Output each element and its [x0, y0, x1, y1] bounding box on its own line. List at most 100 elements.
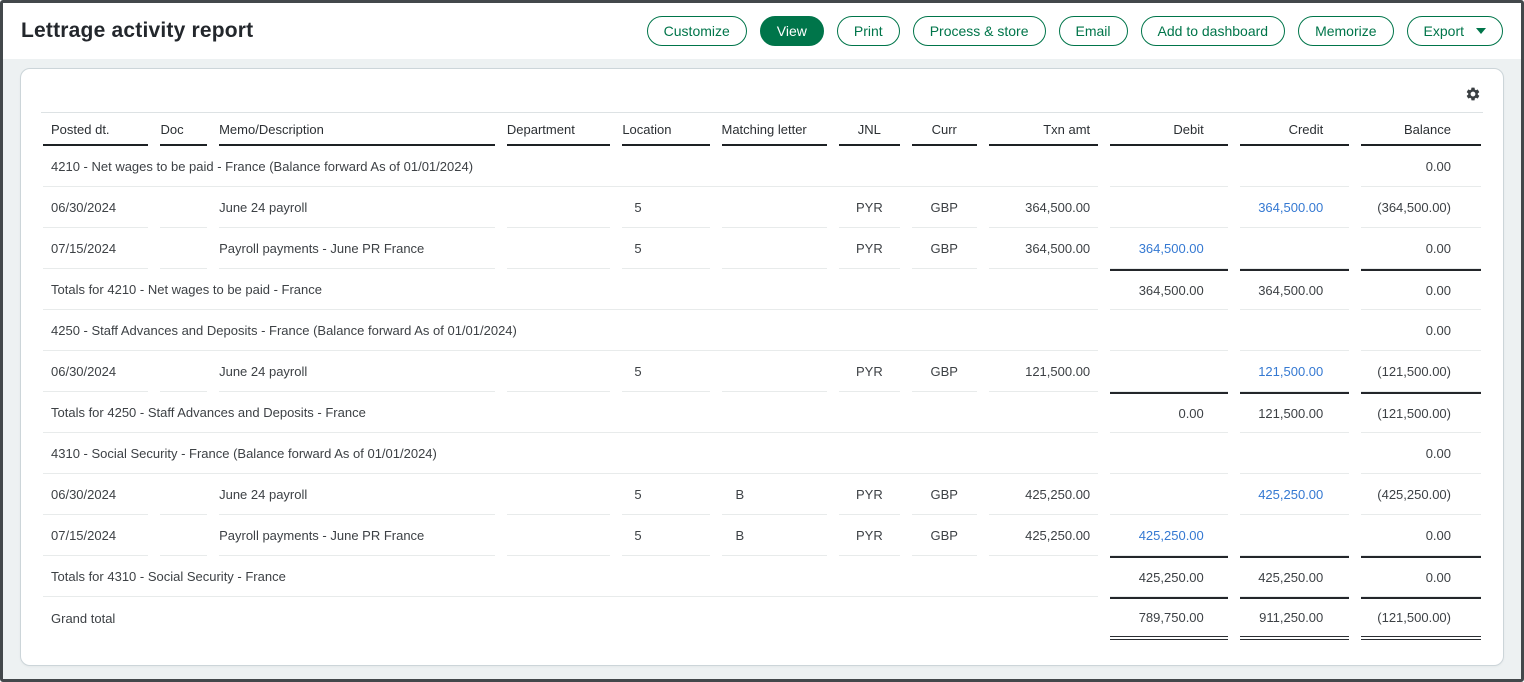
section-row: 4210 - Net wages to be paid - France (Ba… — [43, 146, 1481, 187]
toolbar-button-process-store[interactable]: Process & store — [912, 16, 1046, 46]
toolbar-button-label: Memorize — [1315, 23, 1377, 39]
memo-cell: June 24 payroll — [219, 351, 495, 392]
credit-amount-link[interactable]: 425,250.00 — [1258, 486, 1324, 502]
column-header-credit: Credit — [1239, 113, 1350, 146]
debit-cell — [1110, 146, 1228, 187]
toolbar-button-label: Add to dashboard — [1157, 23, 1269, 39]
credit-cell: 911,250.00 — [1239, 597, 1350, 640]
doc-cell — [160, 228, 208, 269]
matching-letter-cell: B — [721, 515, 827, 556]
credit-cell: 121,500.00 — [1239, 351, 1350, 392]
totals-row: Totals for 4310 - Social Security - Fran… — [43, 556, 1481, 597]
report-table-wrap: Posted dt. Doc Memo/Description Department L… — [21, 113, 1503, 640]
balance-cell: 0.00 — [1361, 515, 1481, 556]
totals-label: Totals for 4310 - Social Security - Fran… — [43, 556, 1099, 597]
panel-toolbar — [41, 81, 1483, 113]
credit-cell — [1239, 146, 1350, 187]
txn-amt-cell: 364,500.00 — [988, 228, 1099, 269]
location-cell: 5 — [622, 351, 710, 392]
txn-amt-cell: 425,250.00 — [988, 474, 1099, 515]
column-header-doc: Doc — [160, 113, 208, 146]
column-header-memo-description: Memo/Description — [219, 113, 495, 146]
account-section-label: 4310 - Social Security - France (Balance… — [43, 433, 1099, 474]
detail-row: 07/15/2024 Payroll payments - June PR Fra… — [43, 515, 1481, 556]
toolbar-button-customize[interactable]: Customize — [646, 16, 747, 46]
debit-amount-link[interactable]: 364,500.00 — [1138, 240, 1204, 256]
credit-cell: 425,250.00 — [1239, 474, 1350, 515]
jnl-cell: PYR — [838, 474, 900, 515]
column-header-debit: Debit — [1110, 113, 1228, 146]
toolbar-button-email[interactable]: Email — [1058, 16, 1128, 46]
report-panel: Posted dt. Doc Memo/Description Department L… — [20, 68, 1504, 666]
totals-row: Totals for 4250 - Staff Advances and Dep… — [43, 392, 1481, 433]
doc-cell — [160, 515, 208, 556]
toolbar-button-add-to-dashboard[interactable]: Add to dashboard — [1140, 16, 1286, 46]
memo-cell: Payroll payments - June PR France — [219, 515, 495, 556]
account-section-label: 4210 - Net wages to be paid - France (Ba… — [43, 146, 1099, 187]
settings-gear-button[interactable] — [1463, 84, 1483, 104]
balance-cell: 0.00 — [1361, 556, 1481, 597]
credit-amount-link[interactable]: 121,500.00 — [1258, 363, 1324, 379]
totals-row: Totals for 4210 - Net wages to be paid -… — [43, 269, 1481, 310]
curr-cell: GBP — [911, 187, 977, 228]
toolbar-button-export[interactable]: Export — [1406, 16, 1503, 46]
debit-amount-link[interactable]: 425,250.00 — [1138, 527, 1204, 543]
debit-cell: 0.00 — [1110, 392, 1228, 433]
debit-cell: 364,500.00 — [1110, 269, 1228, 310]
posted-date-cell: 06/30/2024 — [43, 474, 149, 515]
department-cell — [506, 228, 611, 269]
totals-label: Totals for 4250 - Staff Advances and Dep… — [43, 392, 1099, 433]
balance-cell: 0.00 — [1361, 310, 1481, 351]
detail-row: 06/30/2024 June 24 payroll 5 PYR GBP 121,500.… — [43, 351, 1481, 392]
column-header-department: Department — [506, 113, 611, 146]
toolbar-button-view[interactable]: View — [759, 16, 824, 46]
balance-cell: (425,250.00) — [1361, 474, 1481, 515]
curr-cell: GBP — [911, 515, 977, 556]
toolbar-button-print[interactable]: Print — [836, 16, 900, 46]
grand-row: Grand total 789,750.00 911,250.00 (121,500.… — [43, 597, 1481, 640]
posted-date-cell: 06/30/2024 — [43, 351, 149, 392]
credit-cell — [1239, 433, 1350, 474]
doc-cell — [160, 187, 208, 228]
column-header-curr: Curr — [911, 113, 977, 146]
matching-letter-cell — [721, 228, 827, 269]
debit-cell — [1110, 351, 1228, 392]
credit-cell — [1239, 228, 1350, 269]
content-area: Posted dt. Doc Memo/Description Department L… — [3, 59, 1521, 679]
column-header-posted-dt: Posted dt. — [43, 113, 149, 146]
matching-letter-cell: B — [721, 474, 827, 515]
toolbar-button-label: Email — [1075, 23, 1111, 39]
matching-letter-cell — [721, 351, 827, 392]
gear-icon — [1465, 86, 1481, 102]
debit-cell: 425,250.00 — [1110, 556, 1228, 597]
column-header-jnl: JNL — [838, 113, 900, 146]
department-cell — [506, 515, 611, 556]
txn-amt-cell: 364,500.00 — [988, 187, 1099, 228]
page-title: Lettrage activity report — [21, 19, 254, 42]
report-table: Posted dt. Doc Memo/Description Department L… — [31, 113, 1493, 640]
chevron-down-icon — [1476, 28, 1486, 34]
department-cell — [506, 187, 611, 228]
column-header-balance: Balance — [1361, 113, 1481, 146]
jnl-cell: PYR — [838, 187, 900, 228]
balance-cell: (121,500.00) — [1361, 351, 1481, 392]
debit-cell: 789,750.00 — [1110, 597, 1228, 640]
memo-cell: June 24 payroll — [219, 474, 495, 515]
credit-cell: 425,250.00 — [1239, 556, 1350, 597]
detail-row: 07/15/2024 Payroll payments - June PR Fra… — [43, 228, 1481, 269]
report-header: Lettrage activity report Customize View Pr… — [3, 3, 1521, 59]
balance-cell: (121,500.00) — [1361, 392, 1481, 433]
grand-total-label: Grand total — [51, 611, 116, 626]
balance-cell: (121,500.00) — [1361, 597, 1481, 640]
toolbar-button-memorize[interactable]: Memorize — [1298, 16, 1394, 46]
debit-cell — [1110, 433, 1228, 474]
toolbar: Customize View Print Process & store Email Ad… — [646, 16, 1503, 46]
doc-cell — [160, 474, 208, 515]
credit-amount-link[interactable]: 364,500.00 — [1258, 199, 1324, 215]
balance-cell: 0.00 — [1361, 146, 1481, 187]
credit-cell — [1239, 515, 1350, 556]
jnl-cell: PYR — [838, 351, 900, 392]
posted-date-cell: 07/15/2024 — [43, 228, 149, 269]
posted-date-cell: 07/15/2024 — [43, 515, 149, 556]
toolbar-button-label: Customize — [663, 23, 730, 39]
